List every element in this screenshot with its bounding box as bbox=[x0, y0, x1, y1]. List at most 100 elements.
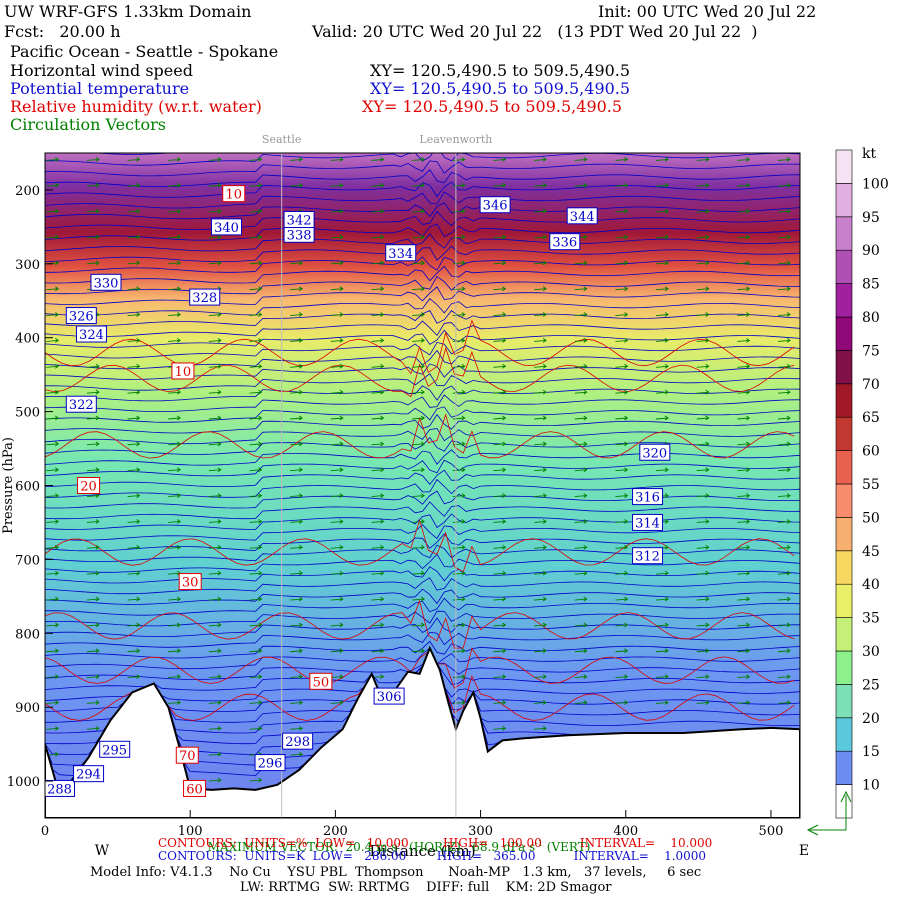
theta-label: 294 bbox=[76, 768, 101, 783]
reference-vector-arrowhead-up bbox=[840, 790, 852, 803]
circulation-vector bbox=[46, 389, 60, 395]
circulation-vector bbox=[615, 467, 629, 473]
circulation-vector bbox=[412, 286, 425, 292]
x-tick-label: 400 bbox=[613, 824, 638, 839]
colorbar-label: 70 bbox=[862, 377, 880, 393]
circulation-vector bbox=[452, 700, 466, 705]
circulation-vector bbox=[412, 544, 425, 550]
circulation-vector bbox=[168, 286, 182, 292]
circulation-vector bbox=[777, 234, 791, 240]
circulation-vector bbox=[737, 493, 751, 498]
circulation-vector bbox=[208, 777, 222, 783]
circulation-vector bbox=[696, 312, 710, 317]
colorbar-label: 95 bbox=[862, 210, 880, 226]
circulation-vector bbox=[493, 157, 507, 162]
circulation-vector bbox=[615, 312, 629, 317]
circulation-vector bbox=[46, 157, 60, 162]
circulation-vector bbox=[290, 648, 303, 654]
circulation-vector bbox=[656, 234, 669, 240]
circulation-vector bbox=[696, 363, 710, 369]
circulation-vector bbox=[371, 570, 385, 576]
theta-contour-line bbox=[45, 191, 800, 209]
y-tick-label: 800 bbox=[15, 627, 40, 642]
theta-label: 316 bbox=[635, 491, 660, 506]
colorbar-label: 50 bbox=[862, 510, 880, 526]
circulation-vector bbox=[330, 363, 344, 369]
circulation-vector bbox=[534, 596, 547, 602]
colorbar-swatch bbox=[835, 216, 853, 251]
colorbar-label: 90 bbox=[862, 243, 880, 259]
circulation-vector bbox=[493, 312, 507, 317]
circulation-vector bbox=[330, 648, 344, 654]
theta-contour-line bbox=[45, 413, 800, 434]
circulation-vector bbox=[534, 674, 547, 679]
circulation-vector bbox=[696, 700, 710, 705]
circulation-vector bbox=[737, 596, 751, 602]
theta-contour-line bbox=[45, 245, 800, 262]
circulation-vector bbox=[452, 648, 466, 654]
theta-label: 326 bbox=[69, 310, 94, 325]
circulation-vector bbox=[452, 234, 466, 240]
theta-contour-line bbox=[45, 577, 800, 595]
circulation-vector bbox=[777, 519, 791, 524]
theta-label-box bbox=[189, 288, 221, 306]
circulation-vector bbox=[452, 441, 466, 447]
circulation-vector bbox=[574, 544, 588, 550]
circulation-vector bbox=[290, 751, 303, 757]
circulation-vector bbox=[168, 441, 182, 447]
circulation-vector bbox=[208, 493, 222, 498]
circulation-vector bbox=[615, 208, 629, 214]
circulation-vector bbox=[777, 493, 791, 498]
circulation-vector bbox=[290, 674, 303, 679]
circulation-vector bbox=[737, 363, 751, 369]
circulation-vector bbox=[412, 570, 425, 576]
circulation-vector bbox=[534, 725, 547, 731]
colorbar-label: 45 bbox=[862, 544, 880, 560]
circulation-vector bbox=[493, 700, 507, 705]
theta-label: 334 bbox=[388, 247, 413, 262]
circulation-vector bbox=[777, 674, 791, 679]
rh-label: 60 bbox=[186, 782, 203, 797]
circulation-vector bbox=[493, 725, 507, 731]
circulation-vector bbox=[46, 622, 60, 628]
circulation-vector bbox=[493, 467, 507, 473]
colorbar-label: 80 bbox=[862, 310, 880, 326]
circulation-vector bbox=[696, 467, 710, 473]
circulation-vector bbox=[168, 182, 182, 188]
rh-contour-line bbox=[45, 647, 795, 689]
theta-contour-line bbox=[45, 394, 800, 412]
theta-label-box bbox=[65, 307, 97, 325]
circulation-vector bbox=[290, 493, 303, 498]
circulation-vector bbox=[208, 700, 222, 705]
circulation-vector bbox=[290, 389, 303, 395]
circulation-vector bbox=[249, 674, 263, 679]
circulation-vector bbox=[615, 700, 629, 705]
circulation-vector bbox=[371, 493, 385, 498]
y-tick-label: 400 bbox=[15, 332, 40, 347]
circulation-vector bbox=[168, 312, 182, 317]
circulation-vector bbox=[777, 312, 791, 317]
circulation-vector bbox=[290, 260, 303, 266]
circulation-vector bbox=[615, 596, 629, 602]
theta-contour-line bbox=[45, 459, 800, 477]
circulation-vector bbox=[330, 157, 344, 162]
circulation-vector bbox=[777, 441, 791, 447]
circulation-vector bbox=[249, 157, 263, 162]
circulation-vector bbox=[168, 648, 182, 654]
colorbar-swatch bbox=[835, 350, 853, 385]
theta-contour-line bbox=[45, 469, 800, 487]
circulation-vector bbox=[249, 234, 263, 240]
circulation-vector bbox=[46, 312, 60, 317]
circulation-vector bbox=[127, 389, 141, 395]
theta-label: 314 bbox=[635, 516, 660, 531]
theta-contour-line bbox=[45, 501, 800, 520]
circulation-vector bbox=[452, 260, 466, 266]
circulation-vector bbox=[534, 157, 547, 162]
circulation-vector bbox=[656, 182, 669, 188]
circulation-vector bbox=[534, 182, 547, 188]
circulation-vector bbox=[249, 260, 263, 266]
circulation-vector bbox=[615, 260, 629, 266]
circulation-vector bbox=[737, 208, 751, 214]
x-tick-label: 300 bbox=[468, 824, 493, 839]
circulation-vector bbox=[737, 157, 751, 162]
